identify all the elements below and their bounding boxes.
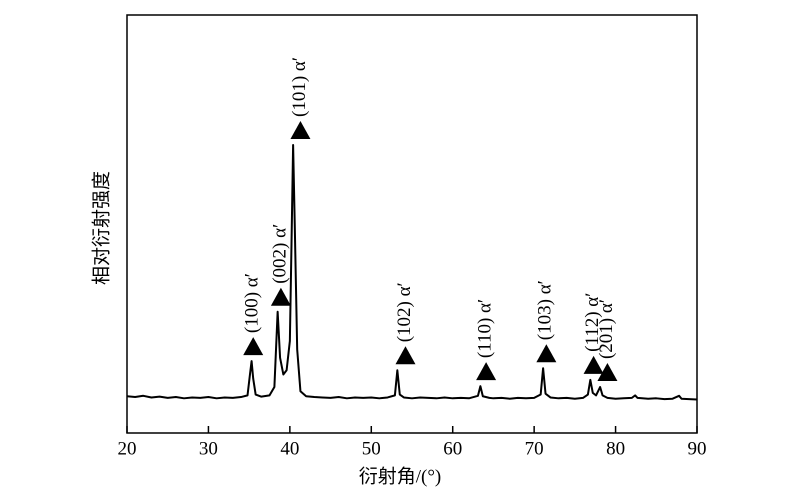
x-tick-label: 80 — [606, 438, 625, 459]
peak-label: (103) α′ — [535, 280, 556, 340]
peak-marker — [270, 287, 291, 306]
x-tick-label: 60 — [443, 438, 462, 459]
x-tick-label: 70 — [525, 438, 544, 459]
x-tick-label: 50 — [362, 438, 381, 459]
x-tick-label: 20 — [118, 438, 137, 459]
peak-marker — [290, 120, 311, 139]
plot-frame — [126, 14, 698, 434]
x-axis-label: 衍射角/(°) — [359, 465, 442, 487]
x-tick-label: 40 — [280, 438, 299, 459]
x-tick-label: 30 — [199, 438, 218, 459]
peak-marker — [395, 346, 416, 365]
peak-marker — [243, 337, 264, 356]
peak-label: (201) α′ — [596, 299, 617, 359]
peak-marker — [597, 363, 618, 382]
y-axis-label: 相对衍射强度 — [90, 171, 112, 285]
peak-marker — [583, 355, 604, 374]
peak-label: (110) α′ — [474, 299, 495, 358]
data-line — [126, 144, 698, 401]
x-tick-label: 90 — [688, 438, 707, 459]
peak-label: (100) α′ — [242, 273, 263, 333]
peak-label: (002) α′ — [269, 224, 290, 284]
peak-marker — [476, 362, 497, 381]
peak-label: (101) α′ — [289, 57, 310, 117]
peak-label: (102) α′ — [394, 282, 415, 342]
peak-label: (112) α′ — [582, 293, 603, 352]
peak-marker — [536, 344, 557, 363]
